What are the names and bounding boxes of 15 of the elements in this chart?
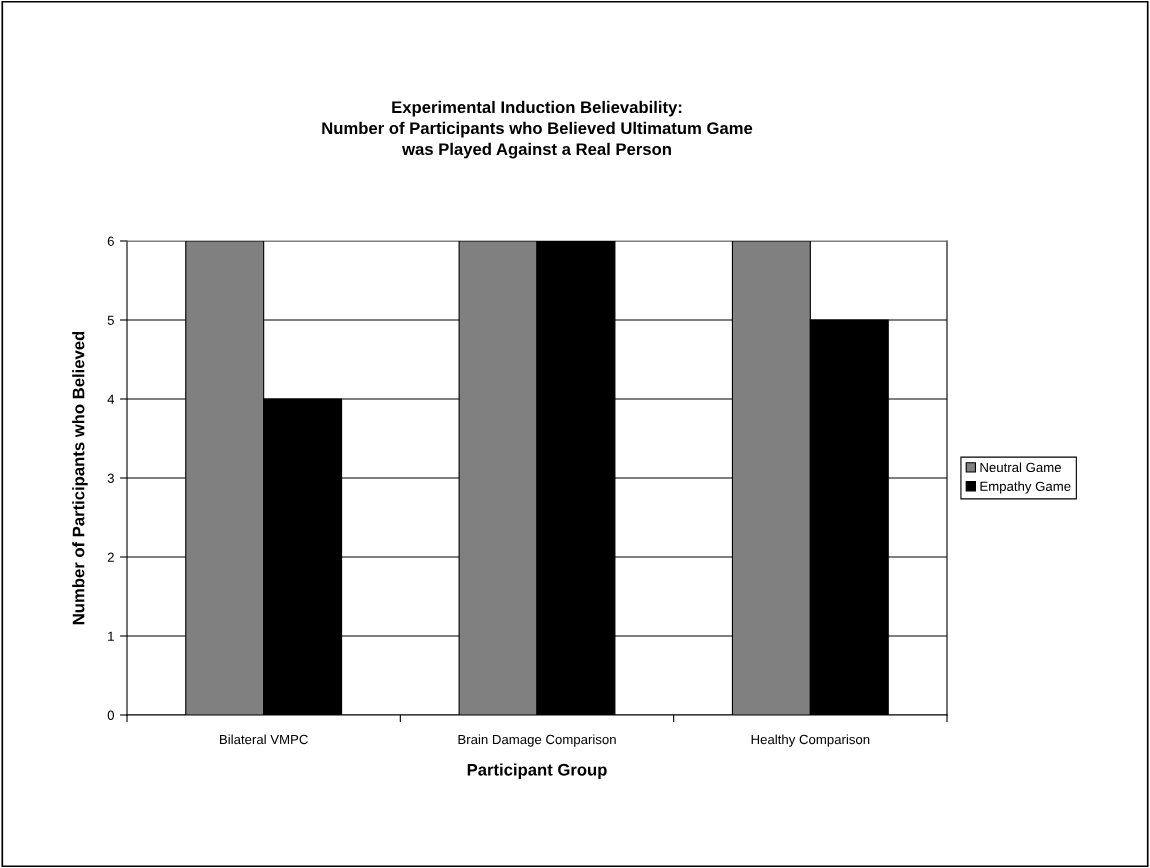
x-tick-label: Brain Damage Comparison: [458, 734, 616, 747]
y-tick-label: 1: [108, 631, 114, 641]
y-tick-label: 5: [107, 315, 114, 325]
y-tick-label: 0: [107, 710, 114, 720]
y-tick-label: 6: [107, 236, 114, 246]
legend-label: Neutral Game: [980, 462, 1061, 473]
x-axis-title: Participant Group: [467, 763, 607, 779]
y-tick-label: 4: [107, 394, 115, 404]
x-tick-label: Bilateral VMPC: [220, 734, 308, 745]
y-tick-label: 2: [107, 552, 114, 562]
y-tick-label: 3: [107, 473, 114, 483]
y-axis-title: Number of Participants who Believed: [72, 331, 88, 625]
x-tick-label: Healthy Comparison: [751, 734, 870, 747]
legend-label: Empathy Game: [980, 481, 1071, 494]
chart-title: Experimental Induction Believability: Number of Participants who Believed Ultimatum Game was Played Against a Real Person: [322, 100, 753, 159]
